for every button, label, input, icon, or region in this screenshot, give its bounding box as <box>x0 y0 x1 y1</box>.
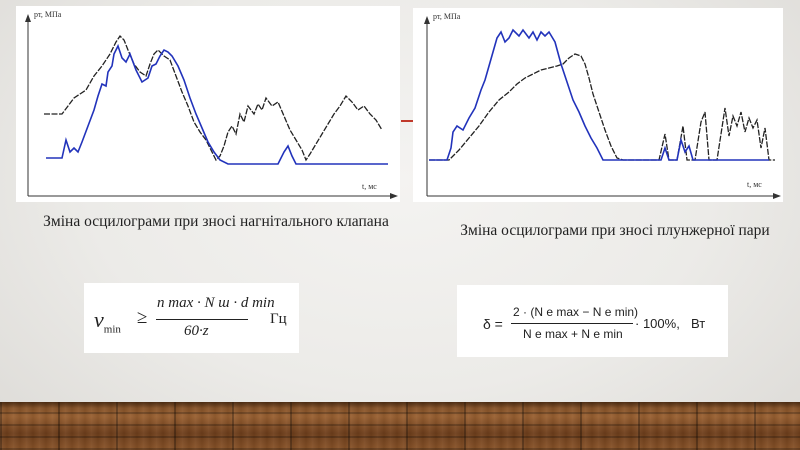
left-chart-caption: Зміна осцилограми при зносі нагнітальног… <box>43 213 389 230</box>
fraction-bar <box>511 323 633 324</box>
formula-denominator: N e max + N e min <box>523 327 623 341</box>
oscillogram-valve-wear-plot <box>25 14 398 199</box>
oscillogram-plunger-wear-plot <box>424 16 781 199</box>
floor-shadow <box>0 402 800 408</box>
black-curve <box>44 34 383 162</box>
x-axis-arrow <box>390 193 398 199</box>
formula-numerator: 2 · (N e max − N e min) <box>513 305 639 319</box>
formula-lhs: δ = <box>483 316 503 332</box>
formula-unit: Вт <box>691 316 706 331</box>
formula-lhs: νmin <box>94 307 121 335</box>
lhs-subscript: min <box>103 323 121 336</box>
wooden-floor-decoration <box>0 402 800 450</box>
x-axis-arrow <box>773 193 781 199</box>
frequency-formula: νmin ≥ n max · N ш · d min 60·z Гц <box>84 283 299 353</box>
left-y-axis-label: pт, МПа <box>34 10 62 19</box>
irregularity-formula: δ = 2 · (N e max − N e min) N e max + N … <box>457 285 728 357</box>
formula-tail: · 100%, <box>635 316 680 331</box>
blue-curve <box>429 28 769 161</box>
lhs-symbol: ν <box>94 307 104 332</box>
fraction-bar <box>156 319 248 320</box>
black-curve <box>429 53 775 161</box>
formula-unit: Гц <box>270 311 287 327</box>
accent-mark <box>401 120 413 122</box>
formula-denominator: 60·z <box>184 323 209 339</box>
right-y-axis-label: pт, МПа <box>433 12 461 21</box>
y-axis-arrow <box>25 14 31 22</box>
oscillogram-valve-wear-chart: pт, МПа t, мс <box>16 6 400 202</box>
y-axis-arrow <box>424 16 430 24</box>
left-x-axis-label: t, мс <box>362 182 377 191</box>
blue-curve <box>46 43 388 165</box>
formula-numerator: n max · N ш · d min <box>157 295 275 311</box>
right-chart-caption: Зміна осцилограми при зносі плунжерної п… <box>460 222 770 239</box>
oscillogram-plunger-wear-chart: pт, МПа t, мс <box>413 8 783 202</box>
formula-relation: ≥ <box>137 307 148 328</box>
right-x-axis-label: t, мс <box>747 180 762 189</box>
